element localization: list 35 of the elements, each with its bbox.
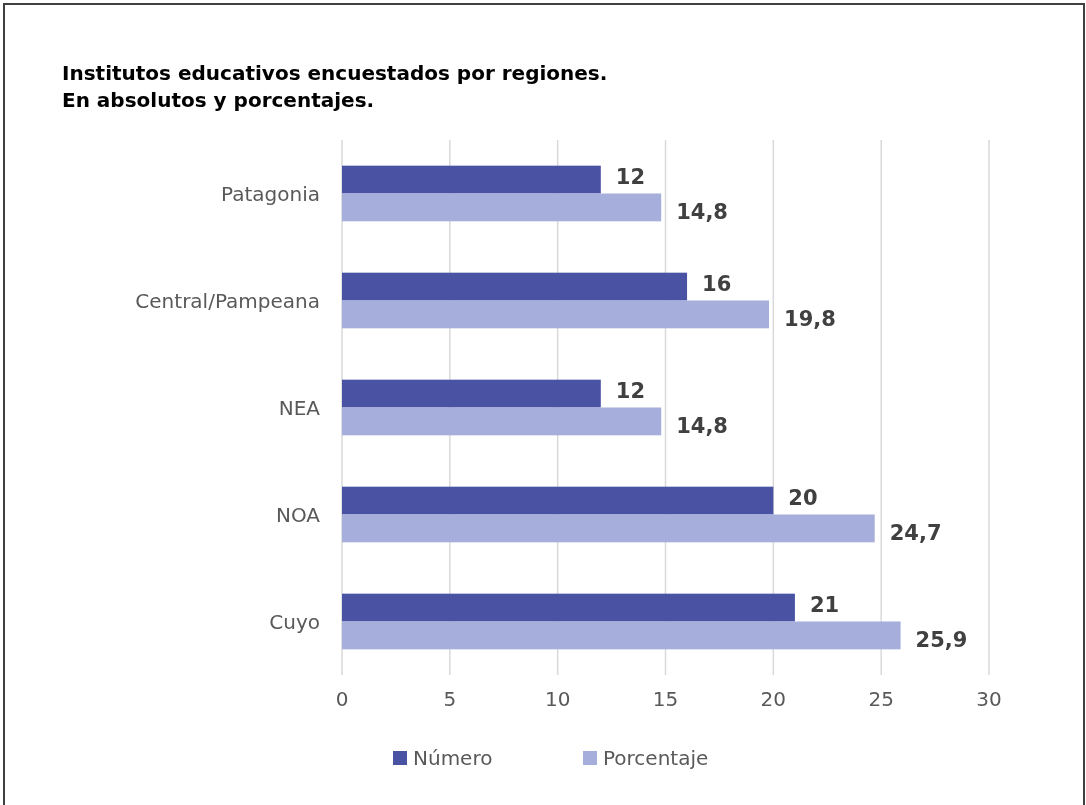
data-label: 21 <box>809 592 840 617</box>
x-tick-label: 25 <box>868 687 894 711</box>
data-label: 14,8 <box>676 200 729 225</box>
x-tick-label: 10 <box>544 687 571 711</box>
data-label: 24,7 <box>889 521 942 546</box>
bar <box>342 593 795 622</box>
bar <box>342 621 901 650</box>
data-label: 14,8 <box>676 414 729 439</box>
y-tick-label: Patagonia <box>221 181 320 206</box>
y-tick-label: NEA <box>278 395 321 420</box>
bar <box>342 165 601 194</box>
x-tick-label: 5 <box>443 687 457 711</box>
bar <box>342 407 662 436</box>
x-tick-label: 0 <box>335 687 349 711</box>
legend-label: Porcentaje <box>603 746 709 770</box>
bar <box>342 514 875 543</box>
y-tick-label: NOA <box>275 502 321 527</box>
x-tick-label: 20 <box>760 687 787 711</box>
bar <box>342 379 601 408</box>
bar <box>342 300 770 329</box>
data-label: 12 <box>615 164 646 189</box>
data-label: 19,8 <box>784 307 836 332</box>
x-tick-label: 30 <box>976 687 1002 711</box>
y-tick-label: Cuyo <box>269 609 320 634</box>
bar <box>342 272 688 301</box>
bar <box>342 486 774 515</box>
x-tick-label: 15 <box>652 687 679 711</box>
legend-label: Número <box>413 746 493 770</box>
y-tick-label: Central/Pampeana <box>135 288 320 313</box>
data-label: 20 <box>788 485 818 510</box>
data-label: 25,9 <box>915 628 968 653</box>
bar <box>342 193 662 222</box>
data-label: 12 <box>615 378 646 403</box>
chart-title: Institutos educativos encuestados por regiones. En absolutos y porcentajes. <box>62 61 608 112</box>
data-label: 16 <box>702 271 732 296</box>
